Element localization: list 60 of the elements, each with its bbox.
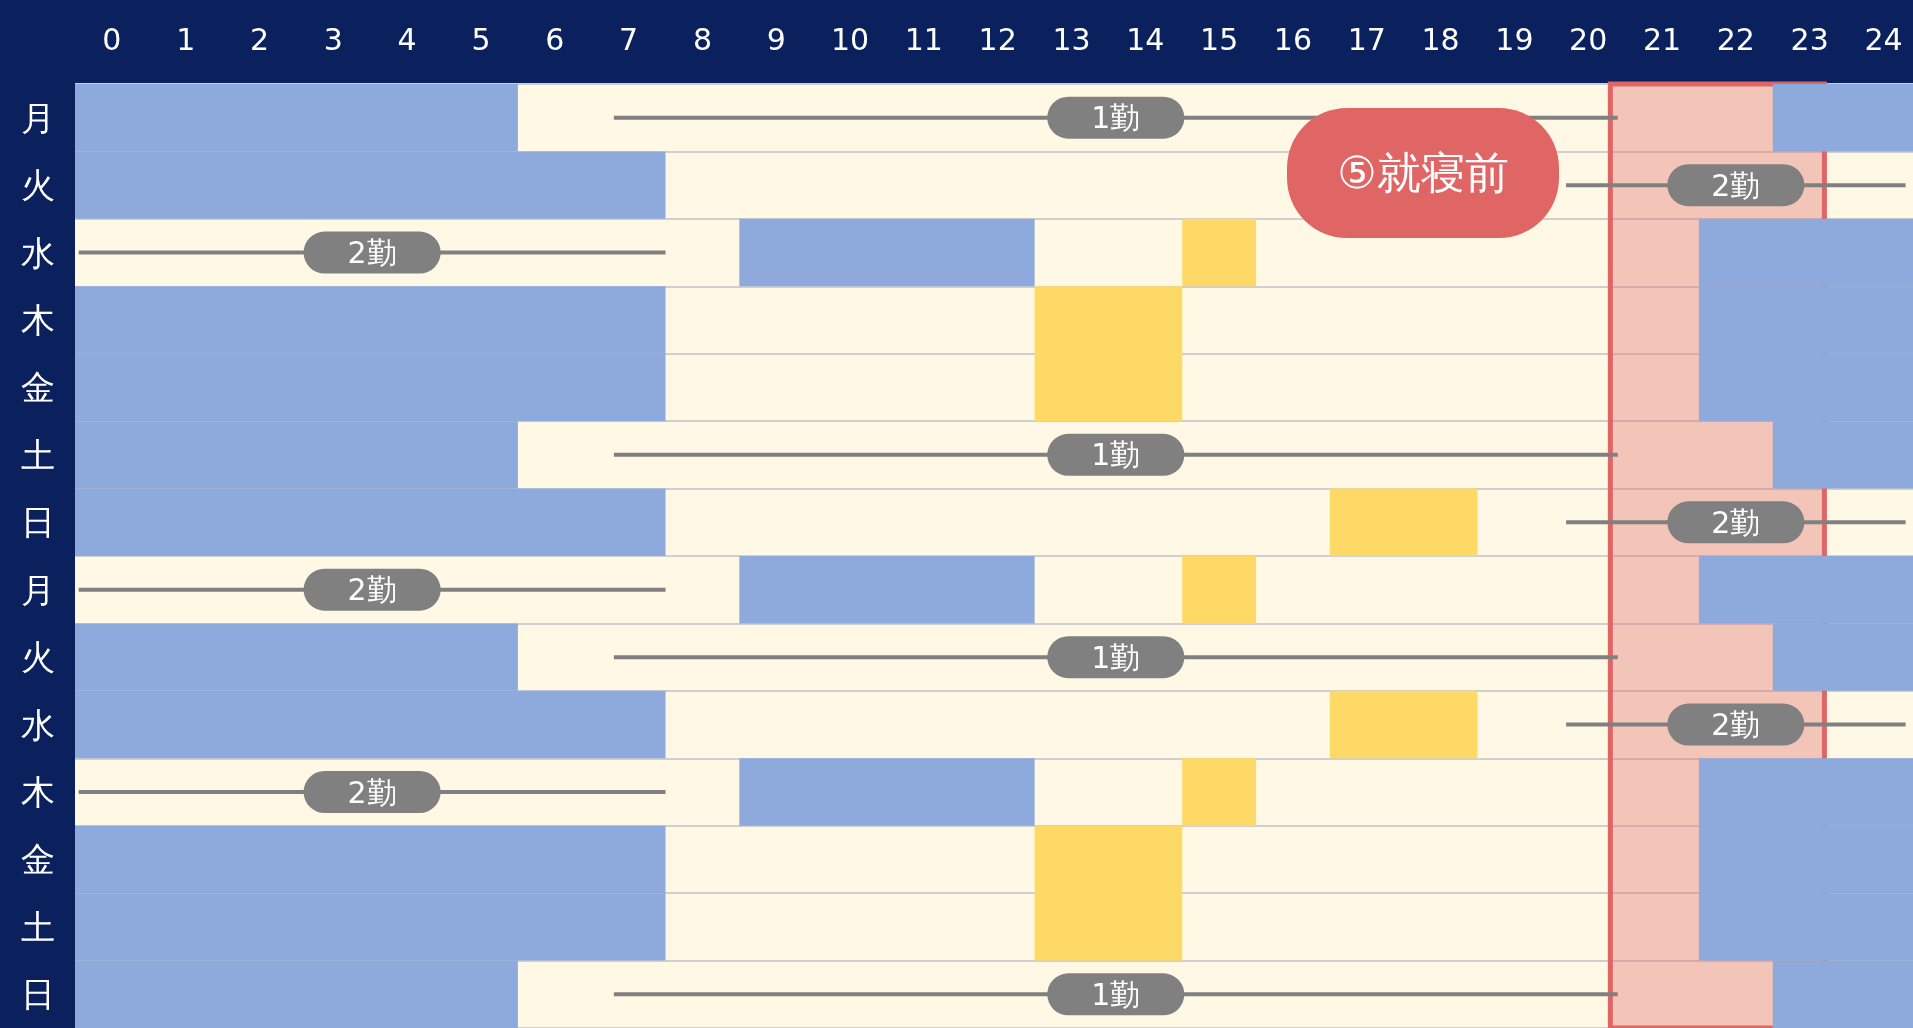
text: 2勤: [1711, 707, 1761, 743]
x-tick-label: 0: [102, 21, 122, 57]
x-tick-label: 17: [1347, 21, 1386, 57]
bar: [739, 556, 1035, 624]
x-tick-label: 4: [397, 21, 417, 57]
text: 2勤: [347, 235, 397, 271]
y-tick-label: 月: [21, 97, 55, 138]
x-tick-label: 1: [176, 21, 196, 57]
x-tick-label: 20: [1569, 21, 1608, 57]
series-label: 1勤: [1091, 100, 1141, 136]
bar: [1182, 556, 1257, 624]
x-tick-label: 5: [471, 21, 491, 57]
y-tick-label: 木: [21, 772, 55, 812]
y-tick-label: 水: [21, 704, 55, 745]
x-tick-label: 14: [1126, 21, 1165, 57]
bar: [1329, 690, 1478, 759]
y-tick-label: 月: [21, 569, 55, 610]
x-tick-label: 15: [1200, 21, 1239, 57]
y-tick-label: 木: [21, 300, 55, 340]
x-tick-label: 24: [1864, 21, 1903, 57]
text: 2勤: [1711, 504, 1761, 540]
bar: [739, 758, 1035, 826]
x-tick-label: 19: [1495, 21, 1534, 57]
x-tick-label: 21: [1642, 21, 1682, 57]
x-tick-label: 3: [323, 21, 343, 57]
speech-bubble: ⑤就寝前: [1287, 108, 1559, 238]
x-tick-label: 23: [1790, 21, 1829, 57]
x-tick-label: 16: [1273, 21, 1313, 57]
band-label: ⑤就寝前: [1337, 145, 1509, 200]
bar: [739, 218, 1035, 287]
x-tick-label: 8: [692, 21, 712, 57]
text: 1勤: [1091, 976, 1141, 1012]
x-tick-label: 13: [1052, 21, 1091, 57]
y-tick-label: 火: [21, 637, 55, 678]
text: 2勤: [347, 572, 397, 608]
bar: [1182, 758, 1257, 826]
x-tick-label: 7: [619, 21, 639, 57]
text: 1勤: [1091, 639, 1141, 675]
x-tick-label: 18: [1421, 21, 1460, 57]
text: 1勤: [1091, 437, 1141, 473]
y-tick-label: 日: [21, 974, 55, 1015]
y-tick-label: 火: [21, 165, 55, 206]
series-label: 2勤: [1711, 167, 1761, 203]
bar: [1329, 488, 1478, 556]
y-tick-label: 水: [21, 232, 55, 273]
bar: [1182, 218, 1257, 287]
x-tick-label: 6: [545, 21, 565, 57]
x-tick-label: 12: [978, 21, 1017, 57]
bar: [1772, 84, 1913, 152]
x-tick-label: 2: [249, 21, 270, 57]
x-tick-label: 9: [766, 21, 786, 57]
y-tick-label: 金: [21, 839, 55, 880]
x-tick-label: 11: [904, 21, 943, 57]
x-tick-label: 10: [830, 21, 870, 57]
y-tick-label: 土: [21, 906, 55, 947]
y-tick-label: 金: [21, 367, 55, 408]
x-tick-label: 22: [1716, 21, 1755, 57]
y-tick-label: 土: [21, 434, 55, 475]
y-tick-label: 日: [21, 502, 55, 543]
text: 2勤: [347, 774, 397, 810]
